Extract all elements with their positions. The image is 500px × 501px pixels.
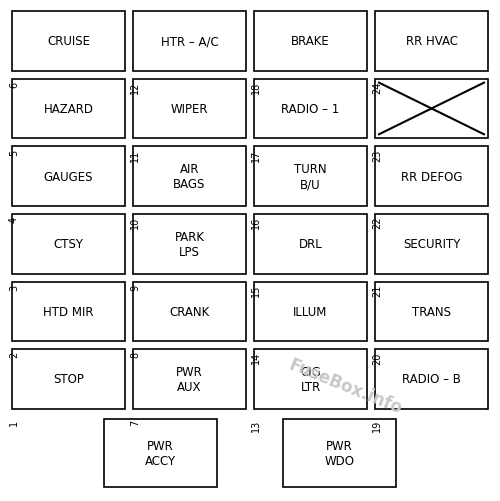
Bar [254,282,367,342]
Bar [12,214,125,274]
Bar [254,214,367,274]
Bar [375,12,488,72]
Bar [375,214,488,274]
Bar [254,80,367,139]
Text: HTD MIR: HTD MIR [44,305,94,318]
Text: 24: 24 [372,82,382,94]
Text: 4: 4 [9,216,19,222]
Text: 8: 8 [130,352,140,358]
Text: 7: 7 [130,419,140,425]
Text: WIPER: WIPER [171,103,208,116]
Text: 23: 23 [372,149,382,161]
Text: 22: 22 [372,216,382,229]
Text: HTR – A/C: HTR – A/C [160,35,218,48]
Bar [12,12,125,72]
Bar [104,419,217,487]
Text: 12: 12 [130,82,140,94]
Text: CRANK: CRANK [170,305,209,318]
Text: 10: 10 [130,216,140,228]
Text: 14: 14 [251,352,261,364]
Text: 16: 16 [251,216,261,228]
Text: 18: 18 [251,82,261,94]
Text: PARK
LPS: PARK LPS [174,230,204,258]
Text: TRANS: TRANS [412,305,451,318]
Bar [133,12,246,72]
Bar [133,282,246,342]
Bar [254,12,367,72]
Text: PWR
WDO: PWR WDO [324,439,354,467]
Text: RADIO – B: RADIO – B [402,373,461,386]
Text: 19: 19 [372,419,382,431]
Bar [133,80,246,139]
Text: BRAKE: BRAKE [291,35,330,48]
Bar [283,419,396,487]
Text: 5: 5 [9,149,19,155]
Text: PWR
ACCY: PWR ACCY [145,439,176,467]
Text: RR HVAC: RR HVAC [406,35,458,48]
Text: 6: 6 [9,82,19,88]
Bar [375,147,488,206]
Text: 21: 21 [372,284,382,296]
Bar [375,282,488,342]
Bar [12,147,125,206]
Text: GAUGES: GAUGES [44,170,93,183]
Text: HAZARD: HAZARD [44,103,94,116]
Bar [133,350,246,409]
Text: RADIO – 1: RADIO – 1 [282,103,340,116]
Bar [254,147,367,206]
Text: RR DEFOG: RR DEFOG [401,170,462,183]
Bar [133,214,246,274]
Text: 20: 20 [372,352,382,364]
Text: FuseBox.info: FuseBox.info [286,355,405,417]
Text: 3: 3 [9,284,19,290]
Text: DRL: DRL [298,238,322,250]
Bar [375,350,488,409]
Text: 13: 13 [251,419,261,431]
Text: 17: 17 [251,149,261,161]
Bar [12,282,125,342]
Text: CRUISE: CRUISE [47,35,90,48]
Text: 15: 15 [251,284,261,296]
Bar [375,80,488,139]
Bar [12,80,125,139]
Text: 11: 11 [130,149,140,161]
Bar [12,350,125,409]
Text: AIR
BAGS: AIR BAGS [174,163,206,191]
Text: CIG
LTR: CIG LTR [300,365,321,393]
Text: 2: 2 [9,352,19,358]
Text: 9: 9 [130,284,140,290]
Bar [254,350,367,409]
Text: STOP: STOP [53,373,84,386]
Text: SECURITY: SECURITY [403,238,460,250]
Text: PWR
AUX: PWR AUX [176,365,203,393]
Text: ILLUM: ILLUM [294,305,328,318]
Text: CTSY: CTSY [54,238,84,250]
Bar [133,147,246,206]
Text: TURN
B/U: TURN B/U [294,163,327,191]
Text: 1: 1 [9,419,19,425]
